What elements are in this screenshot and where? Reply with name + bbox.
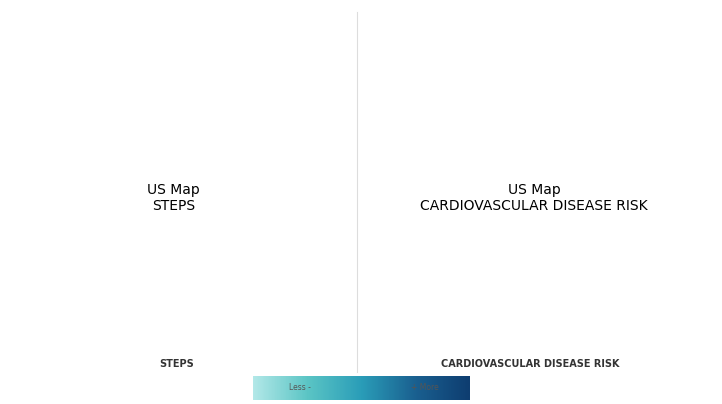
Text: + More: + More bbox=[411, 383, 438, 392]
Text: Less -: Less - bbox=[290, 383, 311, 392]
Text: CARDIOVASCULAR DISEASE RISK: CARDIOVASCULAR DISEASE RISK bbox=[441, 359, 620, 368]
Text: US Map
CARDIOVASCULAR DISEASE RISK: US Map CARDIOVASCULAR DISEASE RISK bbox=[420, 183, 648, 213]
Text: STEPS: STEPS bbox=[160, 359, 194, 368]
Text: US Map
STEPS: US Map STEPS bbox=[147, 183, 200, 213]
